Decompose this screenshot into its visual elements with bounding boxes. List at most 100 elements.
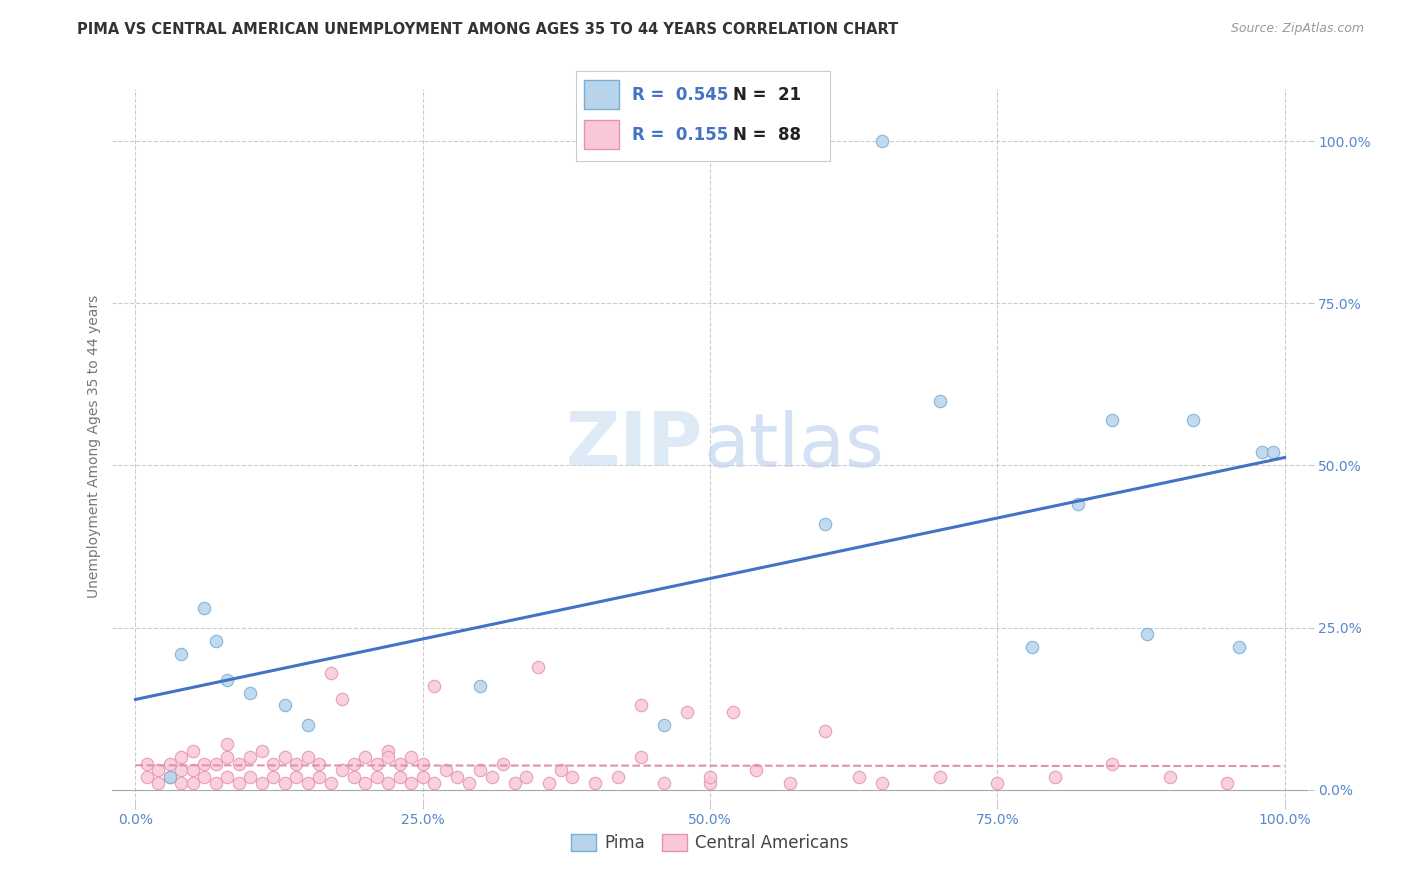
Point bbox=[515, 770, 537, 784]
Legend: Pima, Central Americans: Pima, Central Americans bbox=[565, 827, 855, 859]
Point bbox=[745, 764, 768, 778]
Point bbox=[250, 744, 273, 758]
Point bbox=[343, 756, 366, 771]
Point bbox=[503, 776, 526, 790]
Point bbox=[561, 770, 583, 784]
Point bbox=[1021, 640, 1043, 654]
Point bbox=[366, 756, 388, 771]
Point bbox=[377, 776, 399, 790]
Point bbox=[550, 764, 572, 778]
Point bbox=[1181, 413, 1204, 427]
Text: PIMA VS CENTRAL AMERICAN UNEMPLOYMENT AMONG AGES 35 TO 44 YEARS CORRELATION CHAR: PIMA VS CENTRAL AMERICAN UNEMPLOYMENT AM… bbox=[77, 22, 898, 37]
Point bbox=[319, 776, 342, 790]
Text: atlas: atlas bbox=[703, 409, 884, 483]
Point bbox=[526, 659, 548, 673]
Point bbox=[285, 770, 308, 784]
Point bbox=[1216, 776, 1239, 790]
Point bbox=[446, 770, 468, 784]
Point bbox=[297, 718, 319, 732]
Point bbox=[1261, 445, 1284, 459]
Point bbox=[630, 698, 652, 713]
Point bbox=[377, 750, 399, 764]
Point bbox=[308, 756, 330, 771]
Point bbox=[699, 770, 721, 784]
Point bbox=[481, 770, 503, 784]
Point bbox=[343, 770, 366, 784]
Point bbox=[401, 750, 423, 764]
Point bbox=[583, 776, 606, 790]
Point bbox=[676, 705, 699, 719]
Point bbox=[470, 764, 492, 778]
Point bbox=[228, 756, 250, 771]
Point bbox=[1250, 445, 1272, 459]
Point bbox=[848, 770, 870, 784]
Point bbox=[136, 756, 159, 771]
Point bbox=[779, 776, 801, 790]
Point bbox=[250, 776, 273, 790]
Point bbox=[652, 776, 675, 790]
Point bbox=[274, 776, 297, 790]
Point bbox=[297, 776, 319, 790]
Point bbox=[205, 633, 228, 648]
Point bbox=[193, 756, 215, 771]
Point bbox=[136, 770, 159, 784]
Point bbox=[319, 666, 342, 681]
Point bbox=[492, 756, 515, 771]
Text: N =  21: N = 21 bbox=[734, 86, 801, 103]
Y-axis label: Unemployment Among Ages 35 to 44 years: Unemployment Among Ages 35 to 44 years bbox=[87, 294, 101, 598]
Point bbox=[872, 776, 894, 790]
Point bbox=[928, 393, 950, 408]
Point bbox=[239, 685, 262, 699]
Point bbox=[239, 750, 262, 764]
Point bbox=[330, 692, 353, 706]
Point bbox=[285, 756, 308, 771]
Point bbox=[170, 750, 193, 764]
Point bbox=[1101, 756, 1123, 771]
Point bbox=[1043, 770, 1066, 784]
Point bbox=[170, 776, 193, 790]
Point bbox=[193, 770, 215, 784]
Bar bbox=[583, 80, 620, 109]
Text: R =  0.155: R = 0.155 bbox=[633, 126, 728, 144]
Point bbox=[217, 673, 239, 687]
Point bbox=[354, 750, 377, 764]
Point bbox=[181, 764, 204, 778]
Point bbox=[423, 776, 446, 790]
Point bbox=[262, 756, 284, 771]
Point bbox=[205, 756, 228, 771]
Point bbox=[412, 756, 434, 771]
Point bbox=[388, 770, 411, 784]
Point bbox=[366, 770, 388, 784]
Point bbox=[148, 776, 170, 790]
Point bbox=[274, 698, 297, 713]
Point bbox=[699, 776, 721, 790]
Point bbox=[239, 770, 262, 784]
Point bbox=[181, 744, 204, 758]
Point bbox=[159, 770, 181, 784]
Point bbox=[217, 770, 239, 784]
Point bbox=[205, 776, 228, 790]
Point bbox=[652, 718, 675, 732]
Point bbox=[1136, 627, 1159, 641]
Text: R =  0.545: R = 0.545 bbox=[633, 86, 728, 103]
Point bbox=[412, 770, 434, 784]
Point bbox=[354, 776, 377, 790]
Point bbox=[1067, 497, 1090, 511]
Point bbox=[423, 679, 446, 693]
Point bbox=[928, 770, 950, 784]
Point bbox=[262, 770, 284, 784]
Point bbox=[470, 679, 492, 693]
Point bbox=[607, 770, 630, 784]
Text: N =  88: N = 88 bbox=[734, 126, 801, 144]
Point bbox=[159, 756, 181, 771]
Point bbox=[217, 738, 239, 752]
Point bbox=[1159, 770, 1181, 784]
Point bbox=[388, 756, 411, 771]
Point bbox=[1101, 413, 1123, 427]
Point bbox=[1227, 640, 1250, 654]
Point bbox=[308, 770, 330, 784]
Point bbox=[872, 134, 894, 148]
Point bbox=[538, 776, 561, 790]
Point bbox=[159, 770, 181, 784]
Point bbox=[181, 776, 204, 790]
